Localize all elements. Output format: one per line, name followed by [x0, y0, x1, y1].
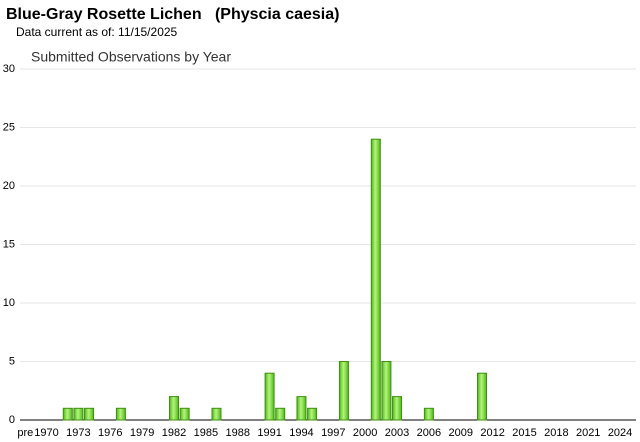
x-tick-label: 2003	[385, 427, 409, 439]
y-tick-label: 15	[3, 238, 15, 250]
page-title: Blue-Gray Rosette Lichen (Physcia caesia…	[6, 6, 339, 23]
x-tick-label: 2006	[417, 427, 441, 439]
x-tick-label: pre	[17, 427, 33, 439]
bar	[477, 372, 487, 421]
bar	[381, 361, 392, 421]
x-tick-label: 1985	[194, 427, 218, 439]
y-tick-label: 5	[9, 355, 15, 367]
x-tick-label: 2018	[544, 427, 568, 439]
x-tick-label: 2000	[353, 427, 377, 439]
x-tick-label: 1988	[225, 427, 249, 439]
bar	[73, 407, 84, 421]
x-tick-label: 1979	[130, 427, 154, 439]
y-tick-label: 10	[3, 297, 15, 309]
bar	[211, 407, 222, 421]
bar	[370, 138, 381, 421]
bar	[169, 396, 179, 421]
x-tick-label: 1997	[321, 427, 345, 439]
x-tick-label: 2024	[608, 427, 632, 439]
bar	[84, 407, 95, 421]
x-tick-label: 1982	[162, 427, 186, 439]
x-tick-label: 1973	[66, 427, 90, 439]
subtitle: Data current as of: 11/15/2025	[16, 25, 178, 39]
x-tick-label: 2015	[512, 427, 536, 439]
bar	[296, 396, 307, 421]
bar	[392, 396, 403, 421]
y-tick-label: 25	[3, 121, 15, 133]
bar	[307, 407, 318, 421]
bar	[62, 407, 73, 421]
bar	[423, 407, 434, 421]
bar	[338, 361, 349, 421]
bar	[264, 372, 275, 421]
x-tick-label: 1970	[34, 427, 58, 439]
y-tick-label: 20	[3, 180, 15, 192]
x-tick-label: 2021	[576, 427, 600, 439]
y-tick-label: 0	[9, 414, 15, 426]
y-tick-label: 30	[3, 63, 15, 75]
x-tick-label: 1991	[257, 427, 281, 439]
bar	[115, 407, 126, 421]
x-tick-label: 1976	[98, 427, 122, 439]
x-tick-label: 2012	[480, 427, 504, 439]
bar	[275, 407, 286, 421]
x-tick-label: 2009	[449, 427, 473, 439]
x-tick-label: 1994	[289, 427, 313, 439]
chart-title: Submitted Observations by Year	[31, 49, 231, 65]
bar	[179, 407, 190, 421]
